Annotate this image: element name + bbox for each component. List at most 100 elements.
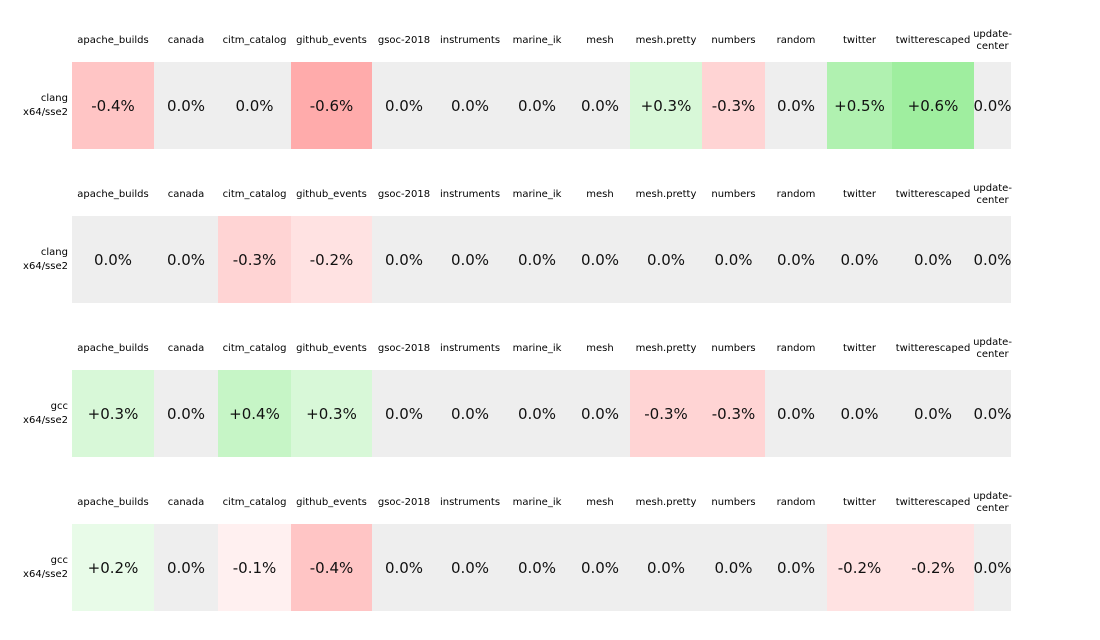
column-header: update-center [973,490,1012,515]
column-header: mesh [586,496,614,508]
heatmap-cell: 0.0% [892,370,974,457]
column-header: mesh.pretty [635,188,697,200]
heatmap-cell: 0.0% [504,62,570,149]
column-header: canada [167,188,205,200]
column-header: instruments [439,496,501,508]
heatmap-cell: 0.0% [154,524,218,611]
heatmap-cell: +0.4% [218,370,291,457]
column-header: marine_ik [512,34,562,46]
heatmap-row: gcc x64/sse2 +0.2% 0.0% -0.1% -0.4% 0.0% 0.0% 0… [0,524,1100,611]
column-header: canada [167,342,205,354]
heatmap-cell: 0.0% [154,62,218,149]
column-header: twitterescaped [895,342,971,354]
heatmap-cell: 0.0% [827,370,892,457]
heatmap-cell: 0.0% [973,62,1012,149]
heatmap-cell: 0.0% [765,62,827,149]
column-header: marine_ik [512,188,562,200]
heatmap-row: gcc x64/sse2 +0.3% 0.0% +0.4% +0.3% 0.0% 0.0% 0… [0,370,1100,457]
column-header: twitterescaped [895,34,971,46]
column-header: canada [167,34,205,46]
heatmap-cell: 0.0% [436,216,504,303]
heatmap-cell: 0.0% [570,62,630,149]
column-header: instruments [439,188,501,200]
column-header: github_events [296,188,367,200]
column-header: marine_ik [512,496,562,508]
heatmap-cell: -0.3% [702,370,765,457]
heatmap-cell: 0.0% [504,216,570,303]
heatmap-cell: -0.4% [291,524,372,611]
column-header: mesh.pretty [635,342,697,354]
heatmap-cell: -0.2% [827,524,892,611]
benchmark-row-block: apache_builds canada citm_catalog github_ev… [0,335,1100,485]
column-header: update-center [973,336,1012,361]
column-header: twitter [843,188,876,200]
heatmap-cell: +0.6% [892,62,974,149]
column-header-row: apache_builds canada citm_catalog github_ev… [72,335,1012,363]
column-header: gsoc-2018 [377,496,431,508]
column-header: numbers [711,496,756,508]
heatmap-cell: 0.0% [154,216,218,303]
heatmap-cell: 0.0% [630,216,702,303]
column-header: numbers [711,342,756,354]
heatmap-cell: 0.0% [827,216,892,303]
column-header: citm_catalog [222,496,287,508]
heatmap-cell: -0.1% [218,524,291,611]
heatmap-cells: -0.4% 0.0% 0.0% -0.6% 0.0% 0.0% 0.0% 0.0% +0.3% -… [72,62,1012,149]
column-header-row: apache_builds canada citm_catalog github_ev… [72,489,1012,517]
heatmap-cell: -0.6% [291,62,372,149]
benchmark-row-block: apache_builds canada citm_catalog github_ev… [0,27,1100,177]
column-header: numbers [711,34,756,46]
heatmap-cell: 0.0% [570,216,630,303]
heatmap-cell: -0.3% [630,370,702,457]
column-header-row: apache_builds canada citm_catalog github_ev… [72,181,1012,209]
column-header: canada [167,496,205,508]
column-header: random [776,496,816,508]
heatmap-cell: 0.0% [973,524,1012,611]
column-header: apache_builds [77,342,149,354]
heatmap-cell: 0.0% [892,216,974,303]
column-header: github_events [296,342,367,354]
column-header: apache_builds [77,496,149,508]
column-header: numbers [711,188,756,200]
heatmap-cell: 0.0% [973,216,1012,303]
column-header: update-center [973,28,1012,53]
column-header: github_events [296,34,367,46]
heatmap-cell: -0.2% [892,524,974,611]
heatmap-cell: 0.0% [436,370,504,457]
column-header: mesh.pretty [635,496,697,508]
heatmap-cell: 0.0% [436,524,504,611]
heatmap-cell: 0.0% [702,524,765,611]
column-header: apache_builds [77,34,149,46]
heatmap-cell: -0.2% [291,216,372,303]
heatmap-row: clang x64/sse2 0.0% 0.0% -0.3% -0.2% 0.0% 0.0%… [0,216,1100,303]
column-header: random [776,342,816,354]
column-header: mesh.pretty [635,34,697,46]
benchmark-row-block: apache_builds canada citm_catalog github_ev… [0,489,1100,639]
heatmap-cell: 0.0% [765,216,827,303]
heatmap-cell: -0.4% [72,62,154,149]
column-header: instruments [439,34,501,46]
row-label: clang x64/sse2 [23,92,68,118]
heatmap-cell: 0.0% [372,62,436,149]
row-label: clang x64/sse2 [23,246,68,272]
heatmap-cell: 0.0% [504,370,570,457]
heatmap-cell: 0.0% [702,216,765,303]
heatmap-cell: 0.0% [218,62,291,149]
heatmap-cell: +0.3% [72,370,154,457]
heatmap-cells: 0.0% 0.0% -0.3% -0.2% 0.0% 0.0% 0.0% 0.0% 0.0% 0.… [72,216,1012,303]
column-header: update-center [973,182,1012,207]
heatmap-cell: 0.0% [154,370,218,457]
heatmap-cell: 0.0% [765,524,827,611]
heatmap-row: clang x64/sse2 -0.4% 0.0% 0.0% -0.6% 0.0% 0.0%… [0,62,1100,149]
heatmap-cell: -0.3% [702,62,765,149]
column-header: marine_ik [512,342,562,354]
heatmap-cell: 0.0% [570,370,630,457]
column-header: random [776,188,816,200]
column-header: twitterescaped [895,188,971,200]
heatmap-cell: 0.0% [765,370,827,457]
heatmap-cell: 0.0% [630,524,702,611]
column-header: random [776,34,816,46]
column-header: mesh [586,342,614,354]
heatmap-cells: +0.2% 0.0% -0.1% -0.4% 0.0% 0.0% 0.0% 0.0% 0.0% 0… [72,524,1012,611]
